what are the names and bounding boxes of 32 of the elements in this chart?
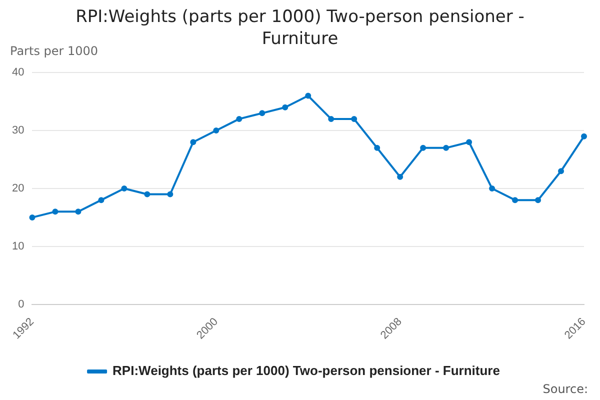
point xyxy=(167,191,174,198)
point xyxy=(213,128,220,134)
point xyxy=(282,104,288,110)
point xyxy=(259,110,266,116)
legend-label: RPI:Weights (parts per 1000) Two-person pensioner - Furniture xyxy=(112,363,500,378)
point xyxy=(121,185,128,192)
point xyxy=(98,197,104,204)
point xyxy=(443,144,450,151)
point xyxy=(236,116,242,122)
point xyxy=(190,139,196,146)
point xyxy=(351,116,358,122)
y-tick-label: 20 xyxy=(12,182,24,195)
point xyxy=(420,144,426,151)
point xyxy=(489,185,496,192)
point xyxy=(328,116,334,122)
point xyxy=(535,197,542,204)
point xyxy=(466,139,472,146)
point xyxy=(581,133,587,140)
y-tick-label: 30 xyxy=(12,124,24,137)
y-tick-label: 40 xyxy=(12,66,24,79)
y-tick-label: 0 xyxy=(18,298,24,310)
point xyxy=(558,168,564,174)
point xyxy=(75,208,82,215)
point xyxy=(52,208,58,215)
point xyxy=(305,92,312,99)
point xyxy=(29,214,36,220)
point xyxy=(374,144,380,151)
point xyxy=(144,191,150,198)
source-note: Source: xyxy=(542,382,588,396)
y-tick-label: 10 xyxy=(12,240,24,252)
point xyxy=(397,174,404,180)
point xyxy=(512,197,518,204)
